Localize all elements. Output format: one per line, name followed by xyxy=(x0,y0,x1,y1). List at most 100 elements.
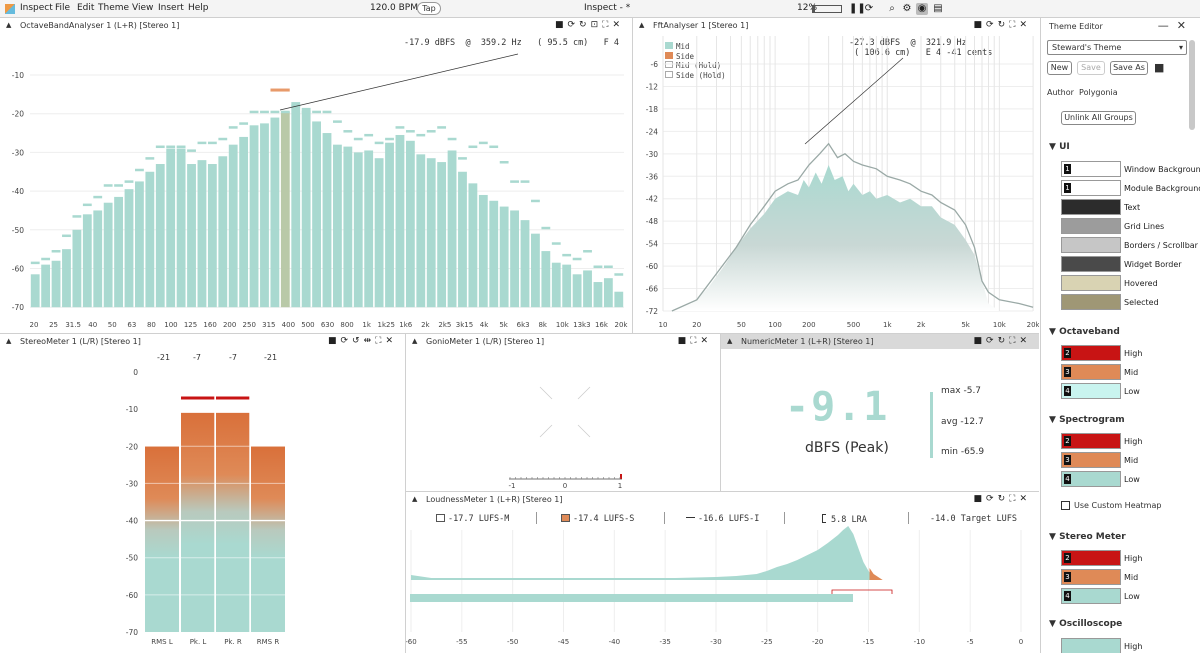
octave-bar[interactable] xyxy=(603,278,613,308)
bpm-display[interactable]: 120.0 BPM xyxy=(370,3,418,13)
menu-insert[interactable]: Insert xyxy=(158,3,184,13)
octave-bar[interactable] xyxy=(489,200,499,308)
refresh-icon[interactable]: ↻ xyxy=(579,20,591,30)
octave-bar[interactable] xyxy=(51,260,61,308)
refresh-icon[interactable]: ↻ xyxy=(997,494,1010,504)
undo-icon[interactable]: ↺ xyxy=(352,336,364,346)
link-group-tag[interactable]: 3 xyxy=(1064,572,1071,582)
octave-bar[interactable] xyxy=(30,274,40,308)
color-swatch[interactable] xyxy=(1061,294,1121,310)
octave-bar[interactable] xyxy=(395,134,405,308)
link-group-tag[interactable]: 4 xyxy=(1064,591,1071,601)
octave-bar[interactable] xyxy=(145,171,155,308)
color-swatch[interactable]: 4 xyxy=(1061,383,1121,399)
octave-bar[interactable] xyxy=(187,164,196,308)
octave-bar[interactable] xyxy=(93,210,103,308)
octave-bar[interactable] xyxy=(312,121,321,308)
menu-edit[interactable]: Edit xyxy=(77,3,95,13)
link-group-tag[interactable]: 1 xyxy=(1064,183,1071,193)
close-icon[interactable]: ✕ xyxy=(700,336,712,346)
octave-bar[interactable] xyxy=(405,140,415,308)
octave-bar[interactable] xyxy=(62,249,71,308)
tap-button[interactable]: Tap xyxy=(417,2,441,15)
octave-bar[interactable] xyxy=(218,156,228,308)
octave-bar[interactable] xyxy=(437,162,447,308)
link-group-tag[interactable]: 4 xyxy=(1064,386,1071,396)
octave-bar[interactable] xyxy=(385,142,394,308)
custom-heatmap-checkbox[interactable]: Use Custom Heatmap xyxy=(1061,501,1161,510)
octave-bar[interactable] xyxy=(353,152,363,308)
theme-select[interactable]: Steward's Theme ▾ xyxy=(1047,40,1187,55)
reset-icon[interactable]: ⟳ xyxy=(567,20,580,30)
reset-icon[interactable]: ⟳ xyxy=(986,336,998,346)
gear-icon[interactable]: ⚙ xyxy=(902,3,912,14)
expand-icon[interactable]: ⛶ xyxy=(690,336,701,346)
octave-bar[interactable] xyxy=(374,158,384,308)
expand-icon[interactable]: ⛶ xyxy=(1009,20,1020,30)
collapse-icon[interactable]: ▲ xyxy=(412,337,418,345)
octave-bar[interactable] xyxy=(114,196,123,308)
octave-bar[interactable] xyxy=(124,189,134,308)
palette-icon[interactable]: ◉ xyxy=(916,3,928,15)
reset-icon[interactable]: ⟳ xyxy=(340,336,353,346)
fft-plot[interactable]: -6 -12 -18 -24 -30 -36 -42 -48 -54 -60 -66 -72 10 20… xyxy=(633,18,1039,333)
link-icon[interactable]: ⇹ xyxy=(363,336,376,346)
octave-bar[interactable] xyxy=(291,102,301,308)
octave-bar[interactable] xyxy=(562,264,572,308)
legend-side[interactable]: Side xyxy=(665,51,726,62)
color-swatch[interactable]: 1 xyxy=(1061,161,1121,177)
expand-icon[interactable]: ⛶ xyxy=(1009,336,1020,346)
scrollbar[interactable] xyxy=(1189,40,1195,130)
octave-bar[interactable] xyxy=(41,264,51,308)
octave-bar[interactable] xyxy=(260,123,269,308)
color-swatch[interactable] xyxy=(1061,199,1121,215)
octave-bar[interactable] xyxy=(541,251,551,308)
octave-bar[interactable] xyxy=(499,206,509,308)
collapse-icon[interactable]: ▲ xyxy=(412,495,418,503)
color-swatch[interactable]: 4 xyxy=(1061,471,1121,487)
octave-bar[interactable] xyxy=(593,282,603,308)
octave-bar[interactable] xyxy=(343,146,353,308)
layout-icon[interactable]: ▤ xyxy=(933,3,943,14)
folder-icon[interactable]: ■ xyxy=(327,336,341,346)
octave-bar[interactable] xyxy=(135,181,144,308)
close-icon[interactable]: ✕ xyxy=(612,20,624,30)
color-swatch[interactable]: 4 xyxy=(1061,588,1121,604)
close-icon[interactable]: ✕ xyxy=(385,336,397,346)
legend-side-hold[interactable]: Side (Hold) xyxy=(665,70,726,81)
octave-bar[interactable] xyxy=(510,210,519,308)
octave-bar[interactable] xyxy=(228,144,238,308)
menu-file[interactable]: File xyxy=(55,3,71,13)
octave-bar[interactable] xyxy=(270,117,280,308)
link-group-tag[interactable]: 2 xyxy=(1064,553,1071,563)
refresh-icon[interactable]: ⟳ xyxy=(864,3,874,14)
link-group-tag[interactable]: 2 xyxy=(1064,348,1071,358)
color-swatch[interactable]: 3 xyxy=(1061,364,1121,380)
folder-icon[interactable]: ■ xyxy=(554,20,568,30)
octave-bar[interactable] xyxy=(280,111,290,308)
section-ui[interactable]: ▼ UI xyxy=(1049,142,1070,152)
close-icon[interactable]: ✕ xyxy=(1019,20,1031,30)
octave-bar[interactable] xyxy=(103,202,113,308)
unlink-groups-button[interactable]: Unlink All Groups xyxy=(1061,111,1136,125)
octave-bar[interactable] xyxy=(426,158,436,308)
octave-bar[interactable] xyxy=(447,150,457,308)
color-swatch[interactable]: 2 xyxy=(1061,345,1121,361)
octave-bar[interactable] xyxy=(322,133,332,308)
folder-icon[interactable]: ■ xyxy=(973,494,987,504)
color-swatch[interactable]: 2 xyxy=(1061,550,1121,566)
section-octaveband[interactable]: ▼ Octaveband xyxy=(1049,327,1120,337)
octave-bar[interactable] xyxy=(249,125,259,308)
collapse-icon[interactable]: ▲ xyxy=(6,21,12,29)
octave-bar[interactable] xyxy=(166,148,176,308)
octave-bar[interactable] xyxy=(468,183,478,308)
octave-bar[interactable] xyxy=(478,194,488,308)
octave-bar[interactable] xyxy=(197,160,207,308)
color-swatch[interactable]: 1 xyxy=(1061,180,1121,196)
close-icon[interactable]: ✕ xyxy=(1019,336,1031,346)
octave-bar[interactable] xyxy=(176,148,186,308)
menu-help[interactable]: Help xyxy=(188,3,209,13)
minimize-icon[interactable]: — xyxy=(1157,19,1177,32)
refresh-icon[interactable]: ↻ xyxy=(997,20,1010,30)
refresh-icon[interactable]: ↻ xyxy=(997,336,1010,346)
